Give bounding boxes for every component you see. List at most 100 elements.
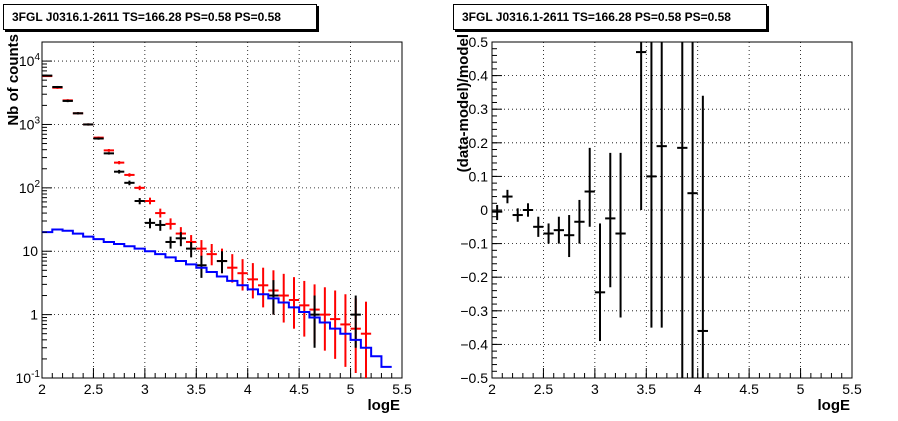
data-point <box>134 198 145 205</box>
data-point <box>114 169 125 174</box>
y-tick-label: 104 <box>19 52 41 69</box>
model-point <box>124 173 135 177</box>
y-tick-label: 0.1 <box>469 168 489 184</box>
data-point <box>62 99 73 103</box>
data-point <box>656 42 667 328</box>
data-point <box>522 203 534 217</box>
model-point <box>288 277 300 329</box>
residuals-chart-title: 3FGL J0316.1-2611 TS=166.28 PS=0.58 PS=0… <box>453 4 767 30</box>
model-point <box>114 161 125 165</box>
model-point <box>103 149 114 152</box>
x-tick-label: 3 <box>591 381 599 397</box>
data-point <box>52 85 63 89</box>
data-point <box>83 123 94 126</box>
data-point <box>268 280 279 315</box>
residuals-series <box>492 42 708 378</box>
y-tick-label: −0.2 <box>460 269 488 285</box>
x-tick-label: 2.5 <box>534 381 554 397</box>
model-point <box>196 240 207 258</box>
model-point <box>319 287 330 351</box>
data-point <box>93 137 104 140</box>
model-point <box>155 208 166 218</box>
x-tick-label: 2.5 <box>84 381 104 397</box>
data-point <box>553 216 564 244</box>
counts-chart-title: 3FGL J0316.1-2611 TS=166.28 PS=0.58 PS=0… <box>3 4 317 30</box>
data-point <box>646 42 657 328</box>
y-tick-label: −0.1 <box>460 236 488 252</box>
y-tick-label: 0.4 <box>469 68 489 84</box>
data-point <box>124 180 135 186</box>
x-tick-label: 3 <box>141 381 149 397</box>
data-point <box>175 232 186 247</box>
model-point <box>247 263 258 299</box>
data-point <box>155 220 166 231</box>
residuals-x-axis-label: logE <box>818 397 851 414</box>
data-point <box>533 216 544 237</box>
counts-panel: 2 2.5 3 3.5 4 4.5 5 5.5 10-1 1 10 102 103 104 logE Nb… <box>5 34 412 414</box>
model-point <box>134 185 145 191</box>
data-point <box>636 42 647 210</box>
counts-ticks: 2 2.5 3 3.5 4 4.5 5 5.5 10-1 1 10 102 103 104 <box>16 41 412 397</box>
data-point <box>564 215 575 258</box>
data-point <box>584 147 595 227</box>
y-tick-label: 0 <box>480 202 488 218</box>
data-point <box>605 152 616 288</box>
counts-y-axis-label: Nb of counts <box>5 34 22 126</box>
x-tick-label: 5.5 <box>842 381 862 397</box>
data-point <box>574 199 585 244</box>
data-point <box>677 42 688 378</box>
data-point <box>697 95 708 378</box>
y-tick-label: 10 <box>22 243 38 259</box>
counts-series <box>42 74 392 378</box>
counts-plot-frame <box>41 41 403 379</box>
x-tick-label: 4 <box>694 381 702 397</box>
data-point <box>103 152 114 155</box>
model-point <box>340 294 351 367</box>
y-tick-label: −0.3 <box>460 303 488 319</box>
counts-x-axis-label: logE <box>368 397 401 414</box>
x-tick-label: 5.5 <box>392 381 412 397</box>
data-point <box>615 152 626 318</box>
model-point <box>330 290 341 359</box>
x-tick-label: 2 <box>488 381 496 397</box>
data-point <box>687 42 698 378</box>
model-point <box>165 218 176 230</box>
model-point <box>360 301 372 378</box>
residuals-ticks: 2 2.5 3 3.5 4 4.5 5 5.5 −0.5 −0.4 −0.3 −0.2 −0.1 0 0.1… <box>460 34 862 397</box>
model-step-line <box>42 228 392 368</box>
x-tick-label: 4 <box>244 381 252 397</box>
data-point <box>216 251 228 274</box>
data-point <box>186 241 197 258</box>
x-tick-label: 3.5 <box>187 381 207 397</box>
y-tick-label: 1 <box>30 307 38 323</box>
residuals-y-axis-label: (data-model)/model <box>455 34 472 172</box>
x-tick-label: 2 <box>38 381 46 397</box>
x-tick-label: 3.5 <box>637 381 657 397</box>
data-point <box>165 236 176 249</box>
x-tick-label: 5 <box>797 381 805 397</box>
y-tick-label: 0.2 <box>469 135 489 151</box>
residuals-panel: 2 2.5 3 3.5 4 4.5 5 5.5 −0.5 −0.4 −0.3 −0.2 −0.1 0 0.1… <box>455 34 862 414</box>
data-point <box>492 204 503 221</box>
model-point <box>206 244 217 266</box>
data-point <box>72 112 84 115</box>
y-tick-label: −0.5 <box>460 370 488 386</box>
data-point <box>309 295 320 348</box>
data-point <box>502 189 513 204</box>
y-tick-label: −0.4 <box>460 336 488 352</box>
counts-grid <box>42 42 402 378</box>
data-point <box>144 218 156 229</box>
residuals-grid <box>492 42 852 378</box>
data-point <box>543 223 554 244</box>
model-point <box>299 280 310 337</box>
y-tick-label: 0.3 <box>469 101 489 117</box>
y-tick-label: 102 <box>19 179 41 196</box>
model-point <box>278 273 289 323</box>
model-point <box>144 197 156 205</box>
y-tick-label: 10-1 <box>16 369 41 386</box>
x-tick-label: 4.5 <box>739 381 759 397</box>
model-point <box>258 267 269 308</box>
data-point <box>512 208 523 222</box>
y-tick-label: 0.5 <box>469 34 489 50</box>
